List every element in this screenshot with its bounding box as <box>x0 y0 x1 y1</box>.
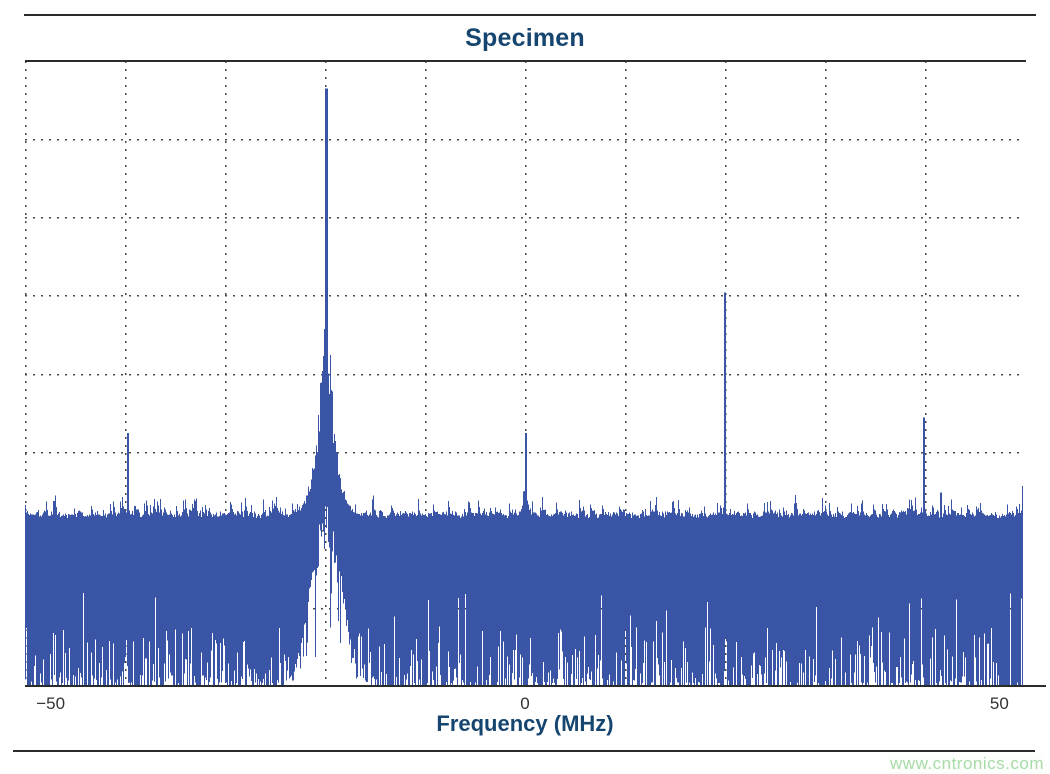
chart-title: Specimen <box>465 24 585 52</box>
watermark: www.cntronics.com <box>888 754 1046 774</box>
x-axis-label: Frequency (MHz) <box>436 711 614 736</box>
grid-lines <box>25 61 1025 686</box>
bottom-divider <box>13 750 1035 752</box>
x-tick-label: 50 <box>989 694 1009 713</box>
x-tick-label: −50 <box>36 694 66 713</box>
spectrum-trace <box>25 88 1023 686</box>
plot-bottom-spine <box>25 685 1046 687</box>
x-tick-label: 0 <box>520 694 530 713</box>
top-divider <box>24 14 1036 16</box>
plot-area <box>25 61 1025 686</box>
spectrum-plot <box>25 61 1025 686</box>
plot-top-spine <box>25 60 1026 62</box>
